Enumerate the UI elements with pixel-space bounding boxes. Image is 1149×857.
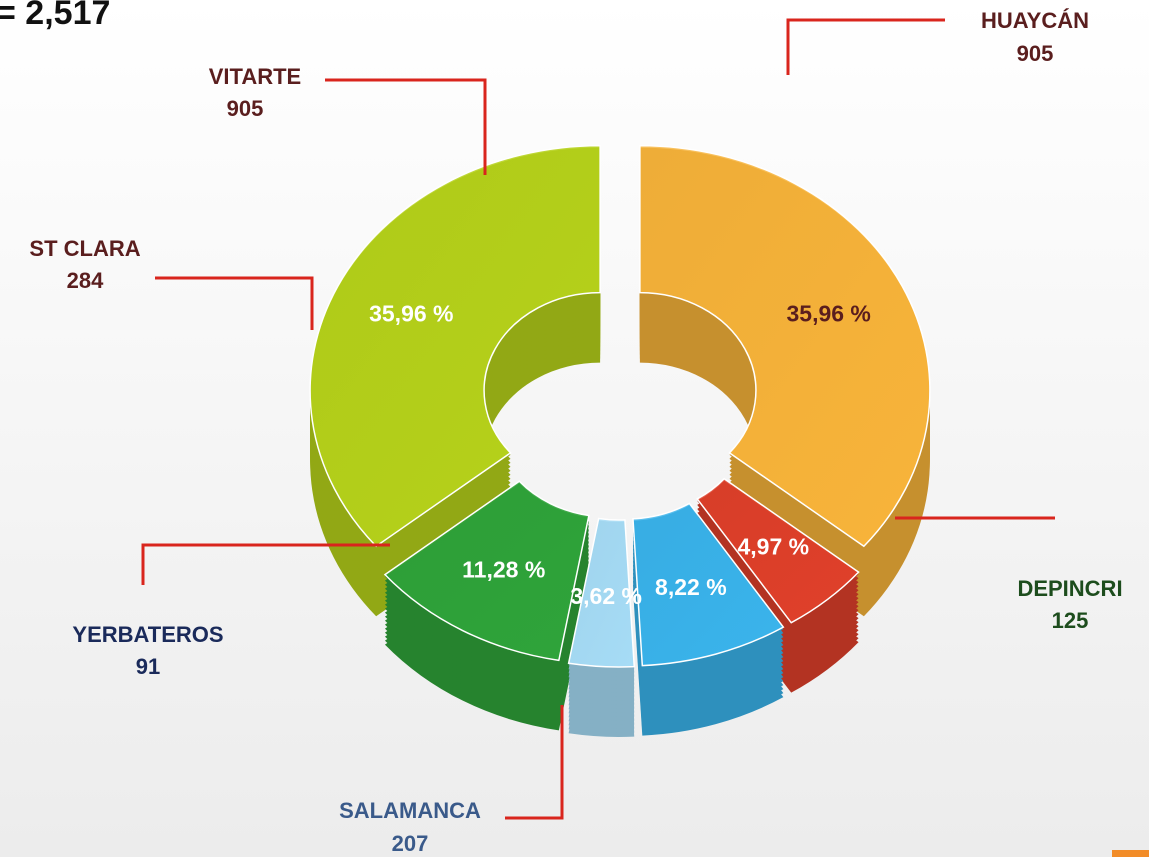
corner-decoration <box>1112 850 1149 857</box>
category-label: HUAYCÁN <box>981 8 1089 33</box>
percentage-label: 35,96 % <box>369 300 453 326</box>
slice <box>383 480 590 662</box>
slice <box>696 477 860 624</box>
value-label: 905 <box>227 96 264 121</box>
percentage-label: 3,62 % <box>570 583 642 609</box>
value-label: 905 <box>1017 41 1054 66</box>
percentage-label: 11,28 % <box>462 556 545 582</box>
value-label: 125 <box>1052 608 1089 633</box>
leader-line <box>505 705 564 820</box>
category-label: DEPINCRI <box>1017 576 1122 601</box>
chart-title: = 2,517 <box>0 0 110 32</box>
leader-line <box>141 543 390 585</box>
value-label: 207 <box>392 831 429 856</box>
leader-line <box>786 18 945 75</box>
category-label: YERBATEROS <box>72 622 223 647</box>
percentage-label: 4,97 % <box>737 533 809 559</box>
value-label: 91 <box>136 654 160 679</box>
slice <box>309 144 601 548</box>
slice <box>632 502 785 667</box>
category-label: ST CLARA <box>29 236 140 261</box>
slice <box>639 144 931 548</box>
leader-line <box>155 276 314 330</box>
value-label: 284 <box>67 268 104 293</box>
slice <box>567 517 636 668</box>
category-label: SALAMANCA <box>339 798 481 823</box>
percentage-label: 8,22 % <box>655 574 727 600</box>
leader-line <box>325 78 487 175</box>
percentage-label: 35,96 % <box>786 300 870 326</box>
category-label: VITARTE <box>209 64 301 89</box>
